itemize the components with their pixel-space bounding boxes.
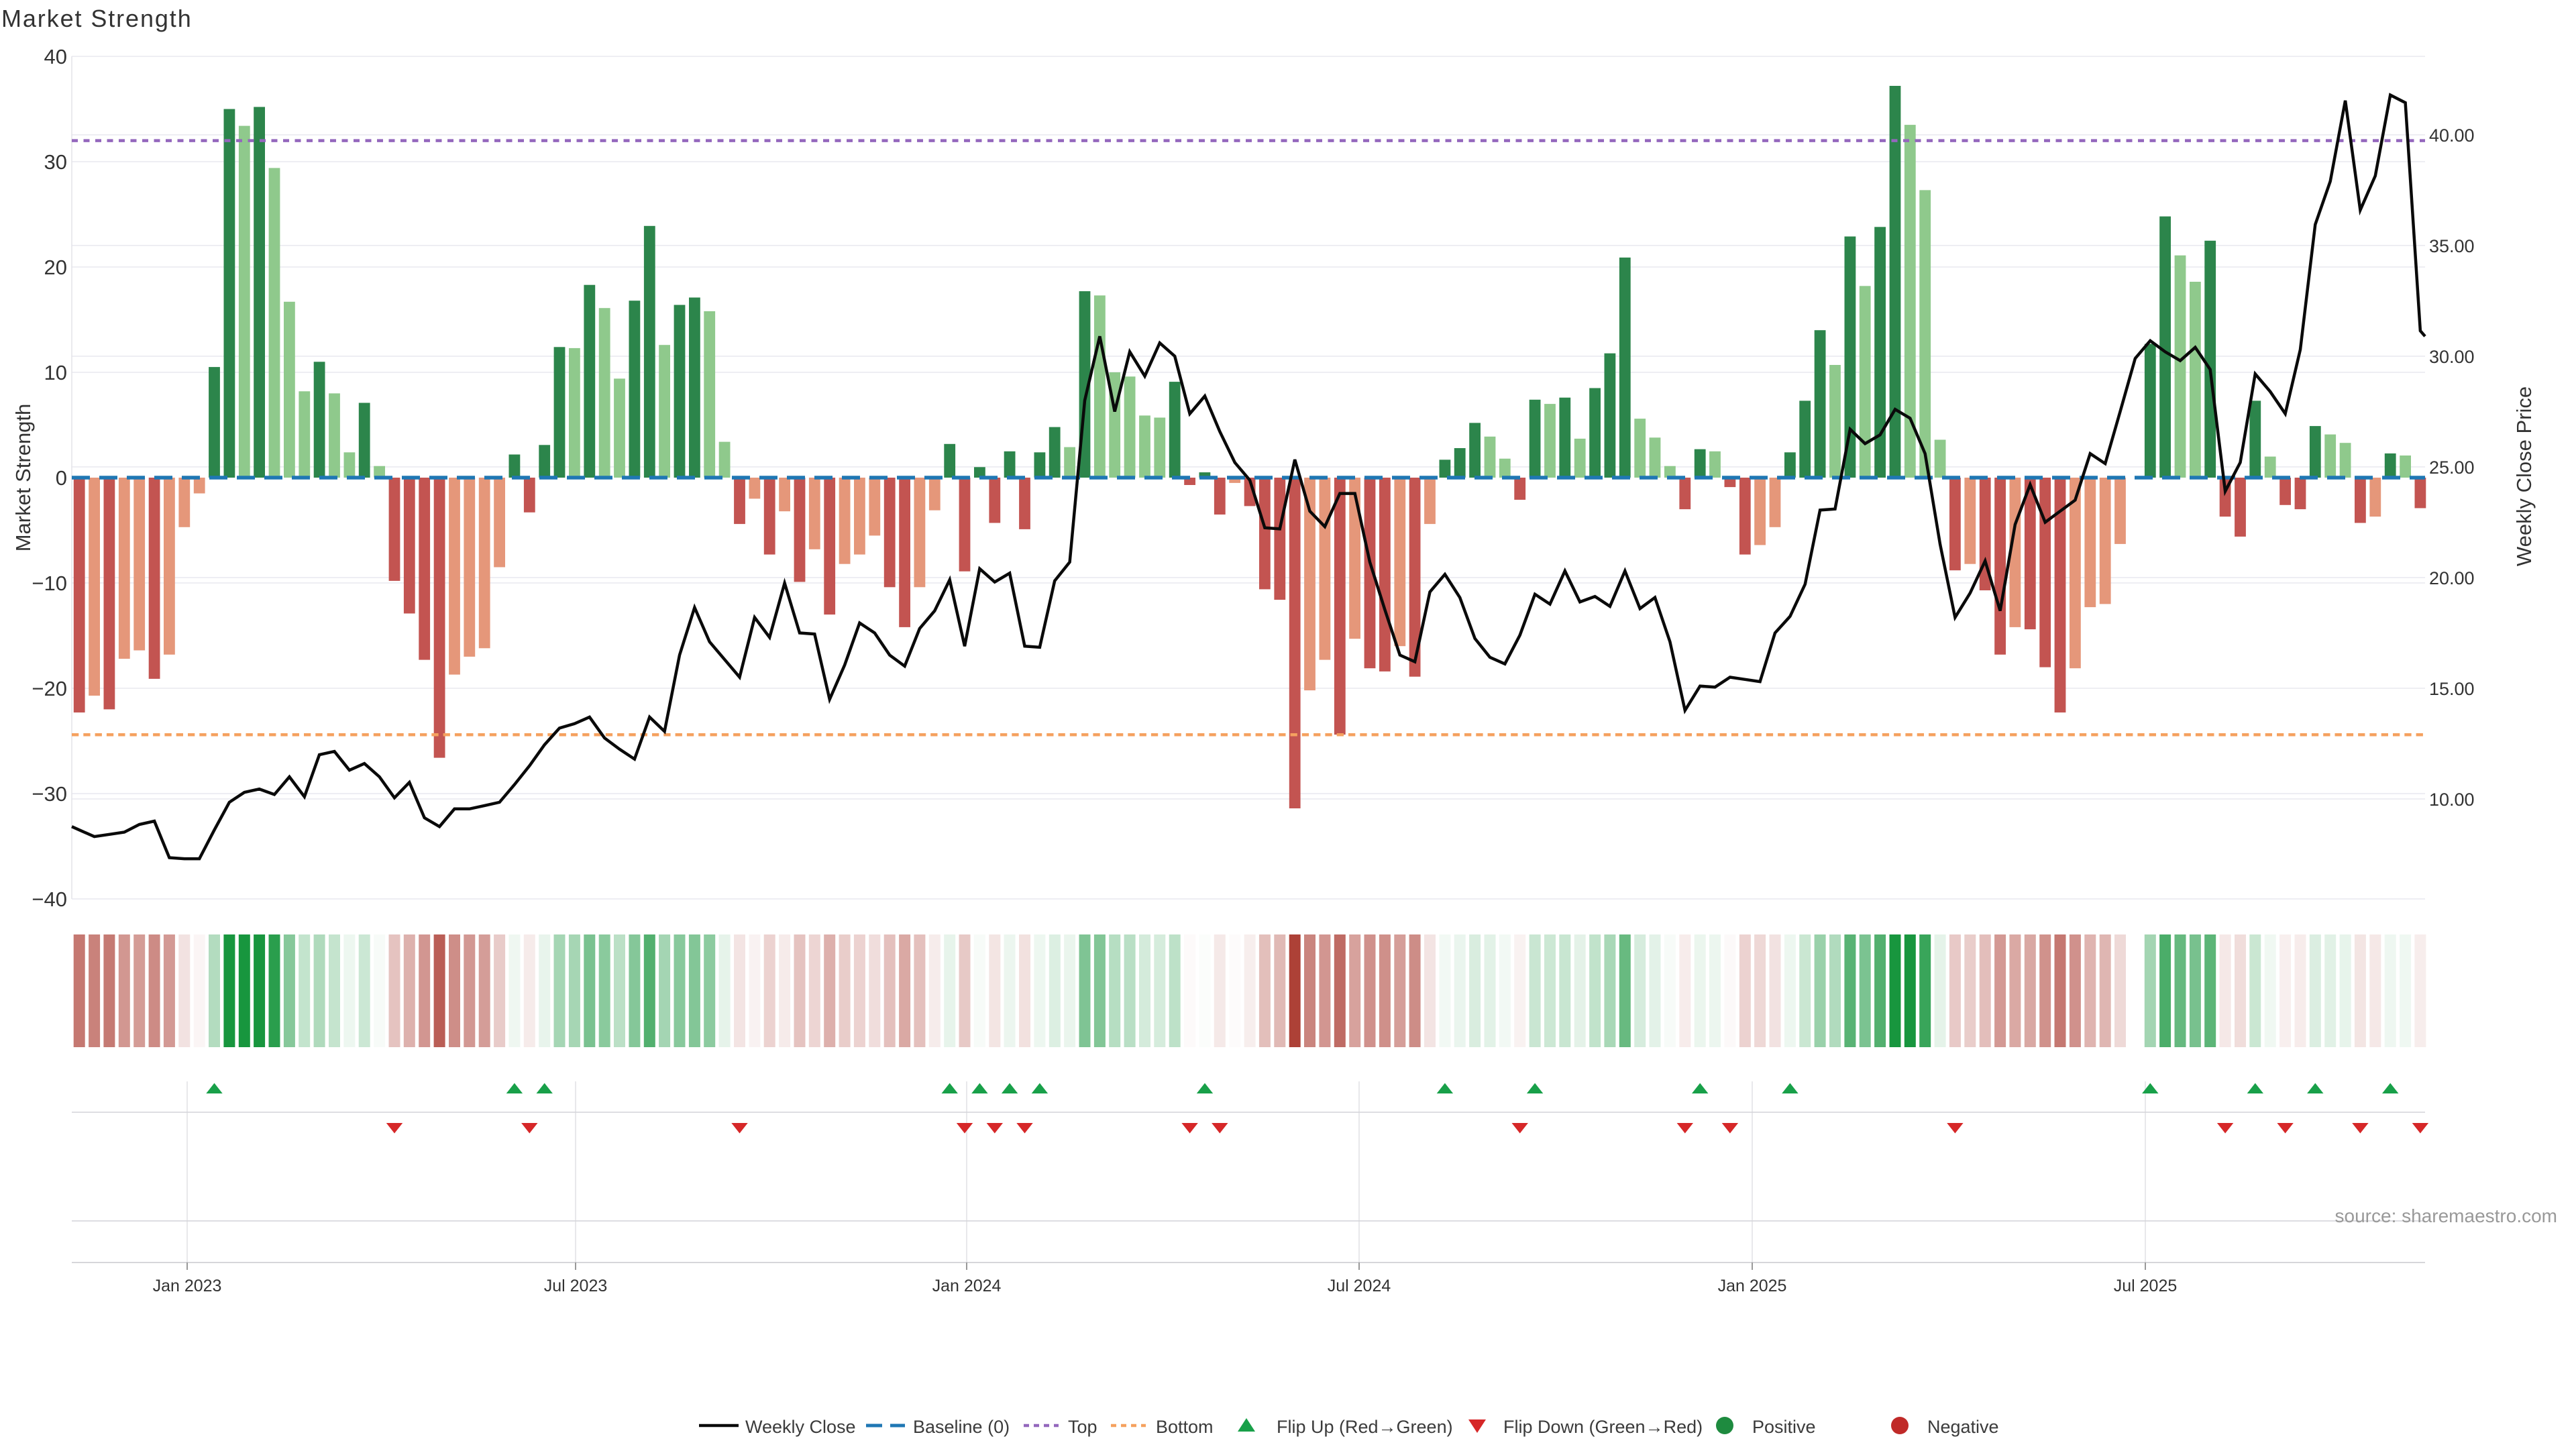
svg-text:−20: −20 bbox=[32, 677, 67, 700]
svg-text:Baseline (0): Baseline (0) bbox=[913, 1417, 1010, 1437]
svg-text:15.00: 15.00 bbox=[2429, 679, 2475, 699]
svg-text:−40: −40 bbox=[32, 888, 67, 911]
svg-text:Jul 2023: Jul 2023 bbox=[544, 1277, 608, 1295]
svg-text:Market Strength: Market Strength bbox=[11, 404, 35, 552]
svg-text:25.00: 25.00 bbox=[2429, 458, 2475, 478]
svg-text:Market Strength: Market Strength bbox=[1, 5, 193, 32]
svg-text:10.00: 10.00 bbox=[2429, 790, 2475, 810]
svg-text:−30: −30 bbox=[32, 782, 67, 806]
svg-text:Jan 2024: Jan 2024 bbox=[932, 1277, 1002, 1295]
svg-text:Flip Down (Green→Red): Flip Down (Green→Red) bbox=[1503, 1417, 1703, 1437]
svg-text:Positive: Positive bbox=[1752, 1417, 1816, 1437]
svg-text:Weekly Close Price: Weekly Close Price bbox=[2512, 386, 2536, 566]
svg-text:20: 20 bbox=[44, 256, 67, 279]
svg-text:Top: Top bbox=[1068, 1417, 1097, 1437]
svg-text:Bottom: Bottom bbox=[1156, 1417, 1214, 1437]
svg-text:source: sharemaestro.com: source: sharemaestro.com bbox=[2335, 1205, 2557, 1226]
svg-text:Flip Up (Red→Green): Flip Up (Red→Green) bbox=[1277, 1417, 1453, 1437]
svg-text:Jan 2025: Jan 2025 bbox=[1718, 1277, 1787, 1295]
svg-text:30: 30 bbox=[44, 150, 67, 174]
svg-text:10: 10 bbox=[44, 361, 67, 384]
svg-text:0: 0 bbox=[56, 466, 67, 490]
svg-text:−10: −10 bbox=[32, 572, 67, 595]
svg-text:Weekly Close: Weekly Close bbox=[745, 1417, 856, 1437]
svg-text:Jan 2023: Jan 2023 bbox=[153, 1277, 222, 1295]
svg-text:40.00: 40.00 bbox=[2429, 125, 2475, 146]
svg-text:20.00: 20.00 bbox=[2429, 568, 2475, 588]
svg-text:40: 40 bbox=[44, 45, 67, 68]
svg-text:35.00: 35.00 bbox=[2429, 236, 2475, 256]
svg-text:Jul 2025: Jul 2025 bbox=[2114, 1277, 2178, 1295]
svg-text:Negative: Negative bbox=[1927, 1417, 1999, 1437]
svg-text:30.00: 30.00 bbox=[2429, 347, 2475, 367]
svg-text:Jul 2024: Jul 2024 bbox=[1328, 1277, 1391, 1295]
